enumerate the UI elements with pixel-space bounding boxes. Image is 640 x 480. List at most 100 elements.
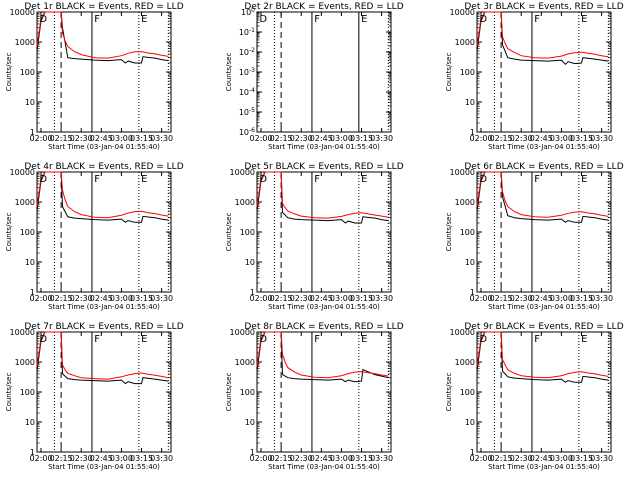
y-tick-label: 10	[25, 98, 35, 107]
y-tick-label: 1	[30, 288, 35, 297]
marker-label-d: D	[259, 334, 267, 345]
x-tick-label: 02:30	[510, 134, 533, 143]
x-tick-label: 02:15	[490, 454, 513, 463]
marker-label-d: D	[259, 174, 267, 185]
x-tick-label: 03:30	[370, 294, 393, 303]
marker-label-d: D	[259, 14, 267, 25]
x-axis-label: Start Time (03-Jan-04 01:55:40)	[488, 463, 600, 471]
x-tick-label: 02:30	[70, 454, 93, 463]
x-tick-label: 02:45	[90, 294, 113, 303]
x-tick-label: 03:15	[130, 294, 153, 303]
marker-label-d: D	[39, 334, 47, 345]
x-tick-label: 03:15	[350, 454, 373, 463]
plot-frame	[36, 171, 172, 293]
y-tick-label: 10	[245, 418, 255, 427]
x-tick-label: 03:30	[150, 294, 173, 303]
x-tick-label: 03:15	[570, 294, 593, 303]
marker-label-d: D	[39, 14, 47, 25]
chart-title: Det 5r BLACK = Events, RED = LLD	[244, 162, 403, 172]
marker-label-d: D	[39, 174, 47, 185]
x-tick-label: 03:15	[570, 454, 593, 463]
x-tick-label: 02:45	[530, 134, 553, 143]
lld-series-line	[36, 11, 169, 59]
x-tick-label: 02:15	[270, 294, 293, 303]
y-tick-label: 10-4	[239, 87, 255, 97]
x-tick-label: 02:30	[290, 294, 313, 303]
y-axis-label: Counts/sec	[445, 53, 453, 92]
x-tick-label: 02:00	[29, 134, 52, 143]
x-axis-label: Start Time (03-Jan-04 01:55:40)	[48, 303, 160, 311]
x-tick-label: 03:15	[130, 454, 153, 463]
marker-label-f: F	[314, 14, 320, 25]
y-tick-label: 10-3	[239, 67, 255, 77]
lld-series-line	[256, 331, 389, 379]
marker-label-f: F	[94, 334, 100, 345]
events-series-line	[36, 11, 169, 64]
x-axis-label: Start Time (03-Jan-04 01:55:40)	[488, 303, 600, 311]
y-tick-label: 1	[30, 448, 35, 457]
y-axis-label: Counts/sec	[445, 373, 453, 412]
y-tick-label: 1	[470, 128, 475, 137]
x-tick-label: 02:15	[270, 454, 293, 463]
y-tick-label: 1	[30, 128, 35, 137]
y-axis-label: Counts/sec	[5, 373, 13, 412]
y-tick-label: 100	[460, 68, 475, 77]
x-tick-label: 02:00	[469, 294, 492, 303]
x-axis-label: Start Time (03-Jan-04 01:55:40)	[488, 143, 600, 151]
marker-label-e: E	[581, 14, 587, 25]
y-tick-label: 1000	[455, 358, 475, 367]
x-tick-label: 03:00	[550, 294, 573, 303]
marker-label-d: D	[479, 334, 487, 345]
x-tick-label: 02:15	[270, 134, 293, 143]
x-tick-label: 02:00	[29, 294, 52, 303]
plot-frame	[36, 331, 172, 453]
y-tick-label: 100	[241, 7, 255, 17]
marker-label-e: E	[581, 174, 587, 185]
marker-label-f: F	[314, 174, 320, 185]
marker-label-f: F	[534, 334, 540, 345]
y-tick-label: 10000	[10, 168, 35, 177]
x-tick-label: 03:30	[590, 454, 613, 463]
x-tick-label: 03:00	[110, 454, 133, 463]
marker-label-e: E	[141, 14, 147, 25]
y-tick-label: 100	[240, 388, 255, 397]
x-tick-label: 02:00	[469, 454, 492, 463]
chart-title: Det 3r BLACK = Events, RED = LLD	[464, 2, 623, 12]
x-tick-label: 03:00	[110, 134, 133, 143]
y-tick-label: 10	[465, 258, 475, 267]
x-axis-label: Start Time (03-Jan-04 01:55:40)	[268, 143, 380, 151]
y-tick-label: 1	[250, 288, 255, 297]
y-tick-label: 10	[25, 258, 35, 267]
x-tick-label: 03:30	[590, 294, 613, 303]
chart-panel-5: Det 5r BLACK = Events, RED = LLD02:0002:…	[225, 162, 404, 311]
x-axis-label: Start Time (03-Jan-04 01:55:40)	[48, 143, 160, 151]
y-axis-label: Counts/sec	[225, 53, 233, 92]
events-series-line	[256, 171, 389, 224]
x-tick-label: 02:00	[469, 134, 492, 143]
marker-label-e: E	[581, 334, 587, 345]
chart-title: Det 2r BLACK = Events, RED = LLD	[244, 2, 403, 12]
x-axis-label: Start Time (03-Jan-04 01:55:40)	[48, 463, 160, 471]
events-series-line	[476, 171, 609, 223]
x-tick-label: 02:45	[310, 294, 333, 303]
y-tick-label: 10000	[10, 8, 35, 17]
x-tick-label: 03:30	[150, 134, 173, 143]
y-axis-label: Counts/sec	[445, 213, 453, 252]
plot-frame	[476, 171, 612, 293]
marker-label-f: F	[534, 14, 540, 25]
x-tick-label: 02:30	[290, 134, 313, 143]
chart-title: Det 8r BLACK = Events, RED = LLD	[244, 322, 403, 332]
y-tick-label: 100	[460, 228, 475, 237]
x-tick-label: 03:15	[350, 134, 373, 143]
x-tick-label: 03:00	[330, 134, 353, 143]
plot-frame	[256, 331, 392, 453]
x-tick-label: 02:45	[90, 454, 113, 463]
x-tick-label: 03:00	[110, 294, 133, 303]
x-tick-label: 02:15	[490, 134, 513, 143]
marker-label-e: E	[141, 334, 147, 345]
x-tick-label: 03:00	[330, 454, 353, 463]
chart-panel-4: Det 4r BLACK = Events, RED = LLD02:0002:…	[5, 162, 184, 311]
events-series-line	[36, 331, 169, 385]
lld-series-line	[476, 171, 609, 218]
